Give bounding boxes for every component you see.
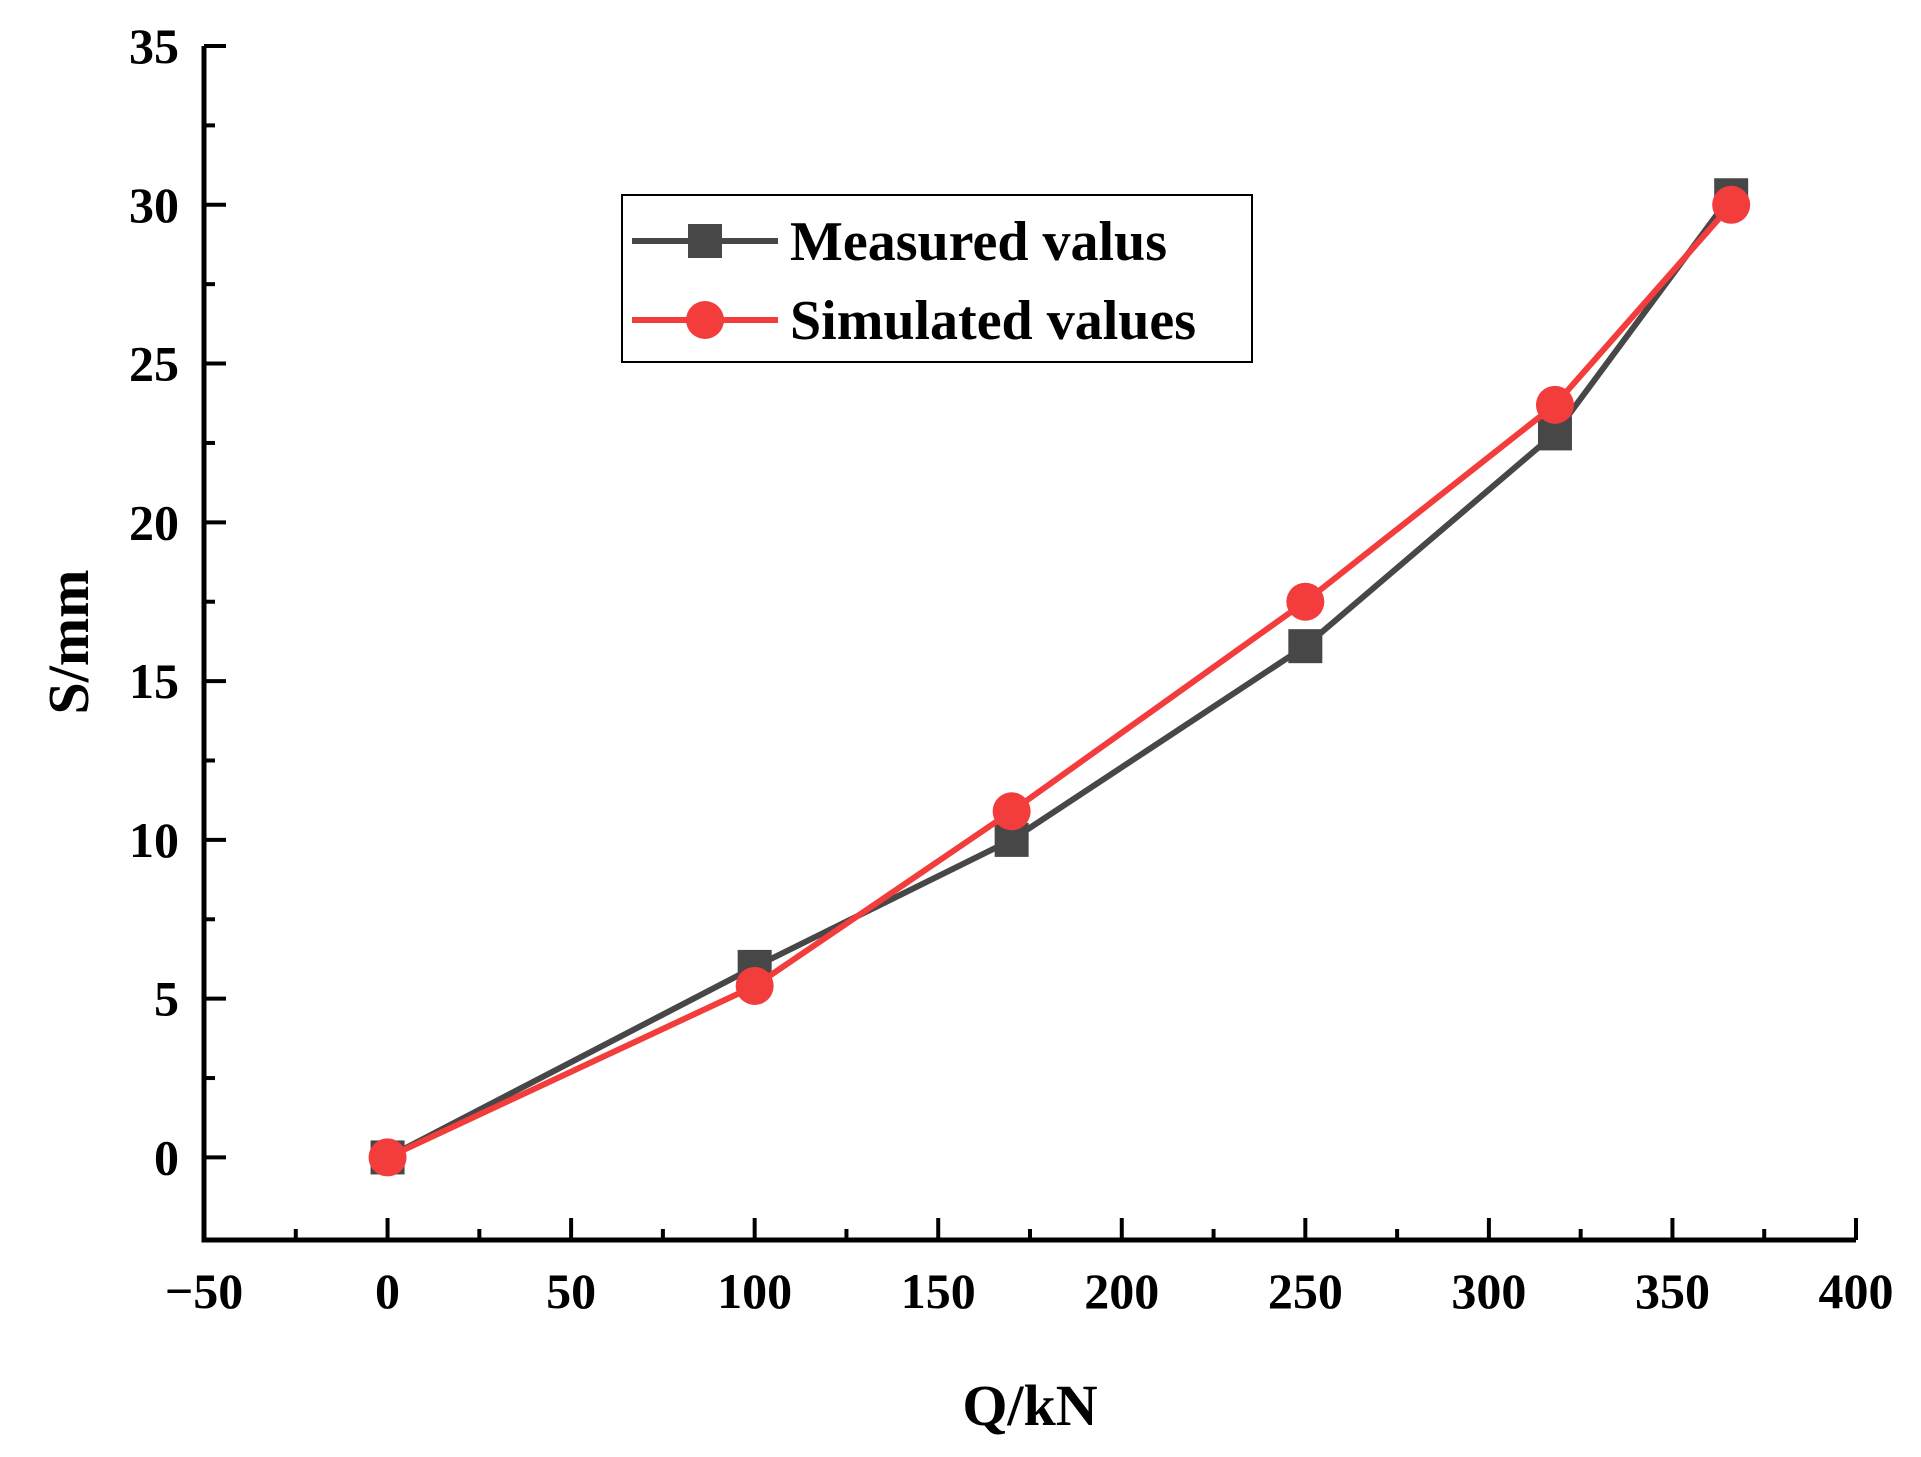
x-tick-label: 300: [1451, 1263, 1526, 1319]
data-point-circle: [735, 966, 774, 1005]
y-tick-label: 30: [129, 177, 179, 233]
data-point-circle: [368, 1138, 407, 1177]
x-tick-label: −50: [165, 1263, 244, 1319]
legend-marker-circle: [686, 301, 724, 339]
y-tick-label: 0: [154, 1129, 179, 1185]
legend-box: [621, 194, 1253, 363]
x-tick-label: 350: [1635, 1263, 1710, 1319]
x-tick-label: 250: [1268, 1263, 1343, 1319]
data-point-circle: [1712, 185, 1751, 224]
x-tick-label: 400: [1819, 1263, 1894, 1319]
y-tick-label: 20: [129, 494, 179, 550]
legend-marker-square: [688, 224, 722, 258]
y-tick-label: 35: [129, 18, 179, 74]
y-tick-label: 25: [129, 336, 179, 392]
y-axis-title: S/mm: [36, 570, 101, 715]
series-layer: [368, 178, 1751, 1177]
data-point-circle: [1535, 385, 1574, 424]
series-line: [386, 193, 1734, 1161]
x-tick-label: 0: [375, 1263, 400, 1319]
x-tick-label: 200: [1084, 1263, 1159, 1319]
data-point-square: [1288, 629, 1323, 664]
series-simulated: [368, 185, 1751, 1177]
data-point-circle: [992, 792, 1031, 831]
y-tick-label: 15: [129, 653, 179, 709]
x-tick-label: 100: [717, 1263, 792, 1319]
series-line: [386, 202, 1734, 1161]
axes: −50 0 50 100 150 200 250 300 350 400 0 5 10 15 20 25 30 3…: [129, 18, 1894, 1319]
x-axis-title: Q/kN: [962, 1373, 1097, 1438]
x-tick-label: 150: [901, 1263, 976, 1319]
y-tick-label: 10: [129, 812, 179, 868]
y-tick-label: 5: [154, 971, 179, 1027]
x-tick-label: 50: [546, 1263, 596, 1319]
legend: Measured valus Simulated values: [621, 194, 1253, 363]
legend-label-simulated: Simulated values: [790, 290, 1196, 352]
data-point-circle: [1286, 582, 1325, 621]
legend-label-measured: Measured valus: [790, 211, 1167, 273]
